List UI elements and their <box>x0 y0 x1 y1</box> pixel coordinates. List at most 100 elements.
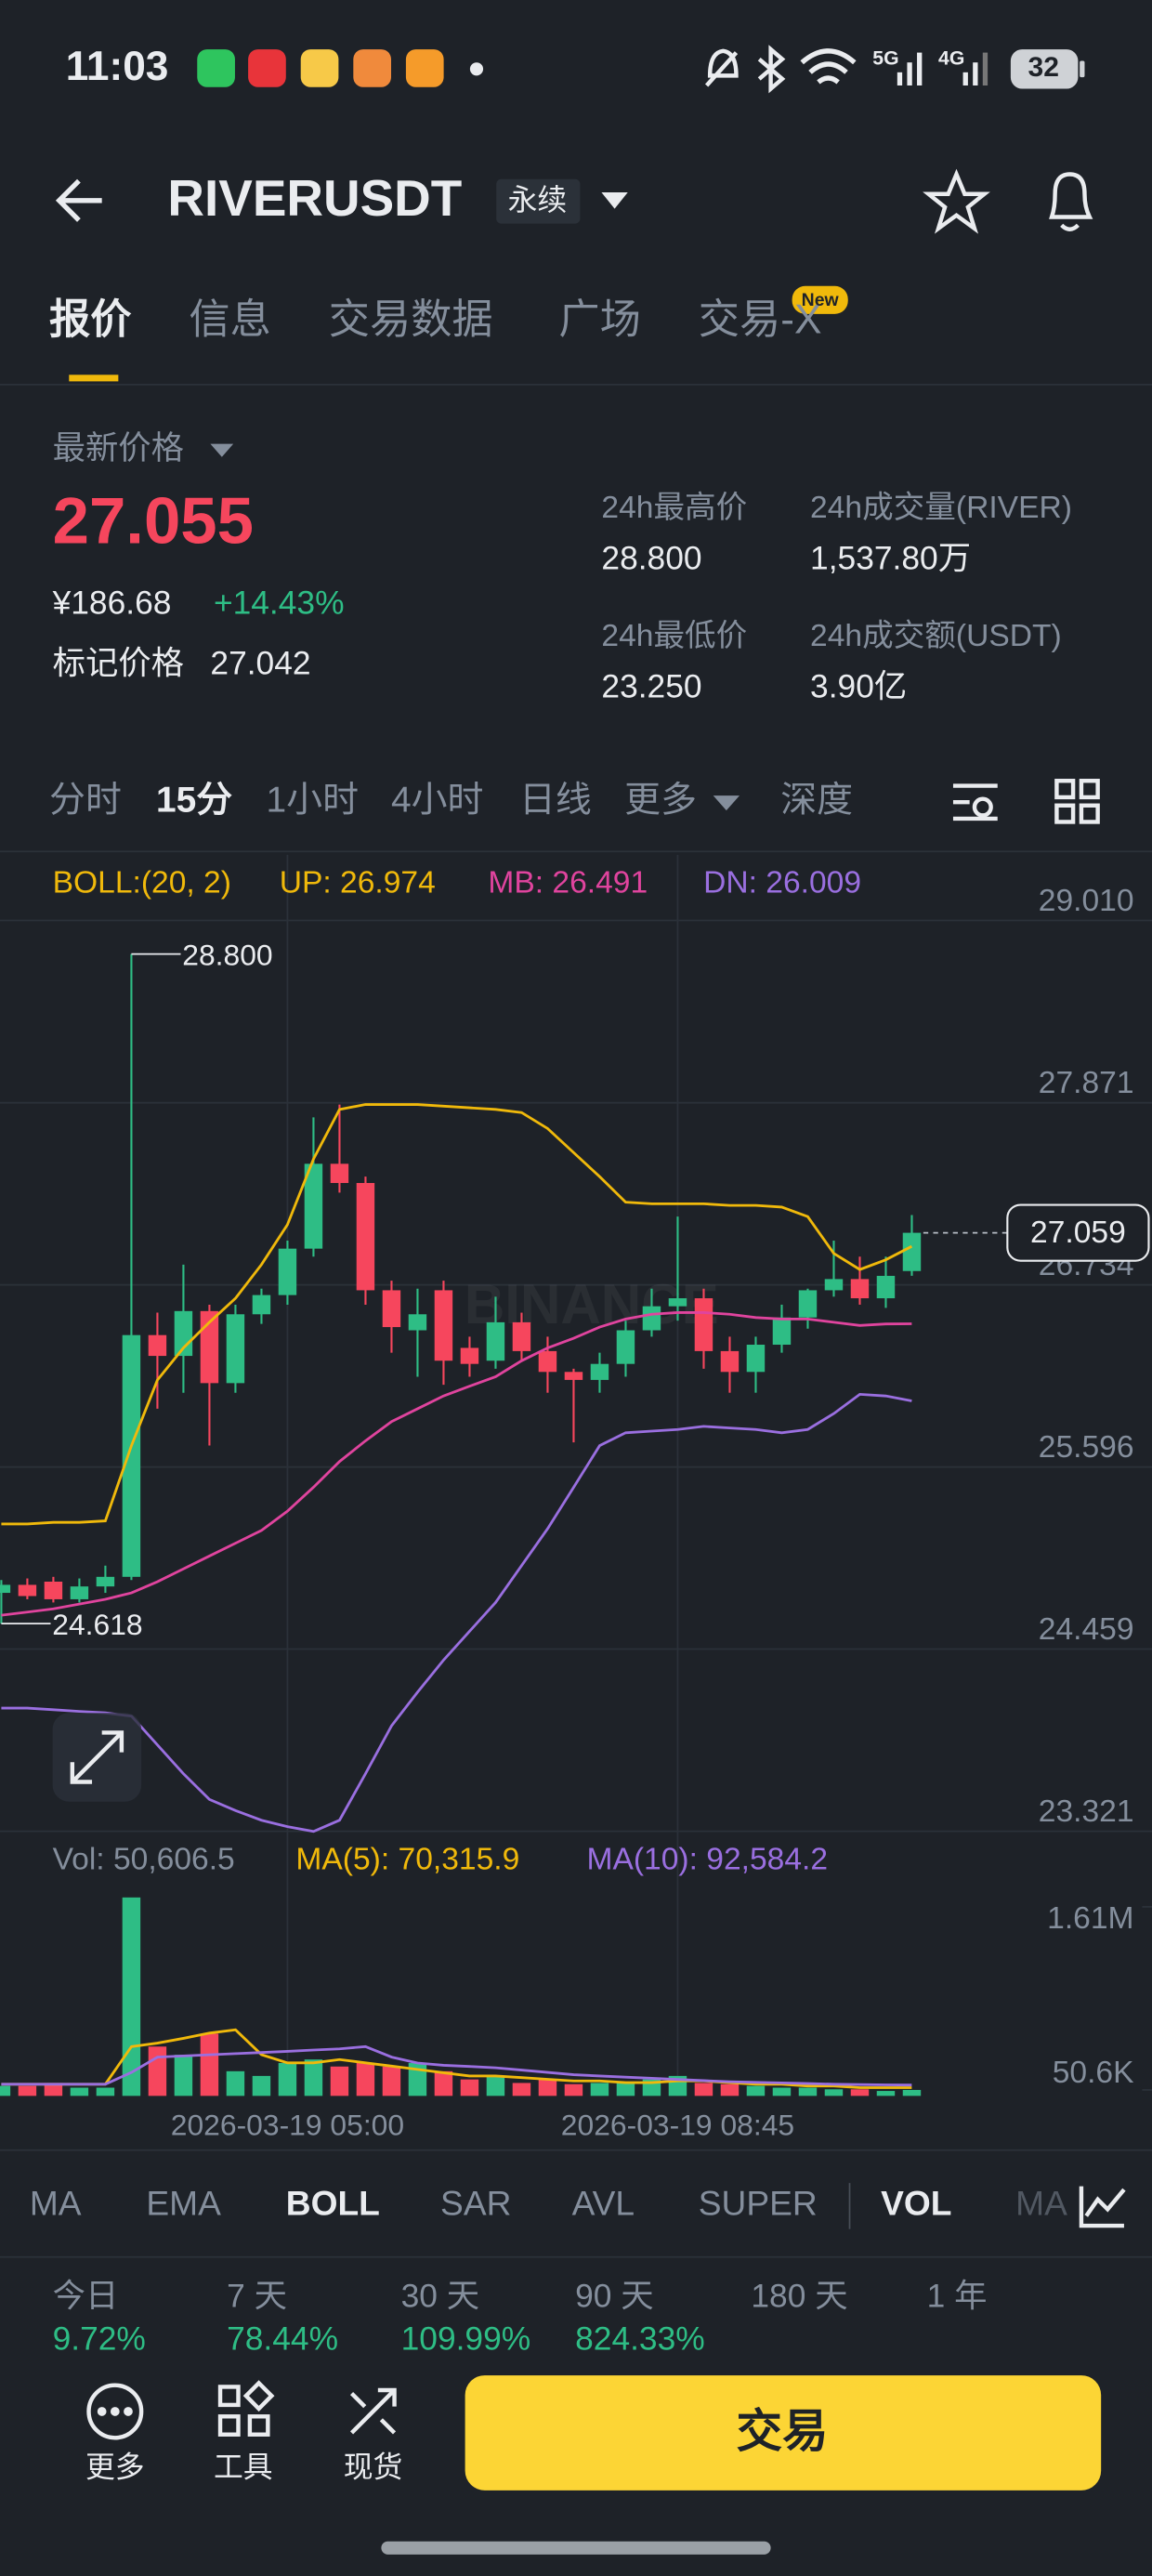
volume-bar <box>460 2079 479 2096</box>
contract-type: 永续 <box>508 183 568 217</box>
contract-badge <box>496 178 581 224</box>
indicator-tab[interactable]: VOL <box>881 2184 951 2223</box>
tab[interactable]: 交易-X <box>699 296 822 342</box>
legend-label: DN: 26.009 <box>703 866 861 900</box>
volume-bar <box>304 2059 323 2096</box>
volume-bar <box>382 2066 401 2096</box>
candle-body <box>538 1350 557 1373</box>
volume-bar <box>174 2055 193 2096</box>
price-dropdown[interactable] <box>210 443 234 457</box>
trade-label[interactable]: 交易 <box>736 2406 828 2457</box>
last-price: 27.055 <box>53 484 254 558</box>
candle-body <box>18 1584 37 1597</box>
volume-bar <box>148 2046 167 2096</box>
last-price-label: 27.059 <box>1030 1216 1126 1250</box>
volume-label: Vol: 50,606.5 <box>53 1842 235 1876</box>
volume-bar <box>876 2091 896 2096</box>
network-label: 5G <box>872 47 898 69</box>
volume-bar <box>226 2070 245 2096</box>
tools-icon[interactable] <box>217 2380 275 2437</box>
tab[interactable]: 报价 <box>49 296 132 342</box>
stat-label: 24h成交额(USDT) <box>810 618 1062 653</box>
volume-bar <box>720 2083 740 2096</box>
interval[interactable]: 深度 <box>780 781 853 821</box>
volume-bar <box>772 2087 792 2096</box>
interval[interactable]: 分时 <box>49 781 122 821</box>
candle-body <box>850 1279 870 1299</box>
indicator-tab[interactable]: SUPER <box>699 2184 818 2223</box>
y-tick-label: 1.61M <box>1047 1901 1133 1936</box>
indicator-tab[interactable]: EMA <box>146 2184 221 2223</box>
boll-line <box>1 1311 912 1617</box>
volume-bar <box>564 2083 583 2096</box>
more-icon[interactable] <box>86 2383 144 2440</box>
favorite-button[interactable] <box>923 168 990 234</box>
candle-body <box>200 1310 219 1384</box>
stat-value: 23.250 <box>601 669 701 705</box>
candle-body <box>44 1581 63 1599</box>
interval[interactable]: 1小时 <box>267 781 359 821</box>
trade-button[interactable] <box>465 2375 1102 2491</box>
volume-bar <box>694 2083 713 2096</box>
indicator-tab[interactable]: AVL <box>572 2184 635 2223</box>
bottom-label[interactable]: 现货 <box>344 2450 403 2483</box>
expand-button[interactable] <box>52 1713 142 1802</box>
candle-body <box>278 1248 297 1295</box>
last-price-tag <box>1006 1203 1150 1262</box>
tab[interactable]: 信息 <box>189 296 270 342</box>
volume-bar <box>512 2083 531 2096</box>
back-button[interactable] <box>55 178 102 222</box>
interval[interactable]: 更多 <box>624 781 697 821</box>
cny-price: ¥186.68 <box>52 585 172 621</box>
candle-body <box>616 1330 635 1364</box>
interval[interactable]: 4小时 <box>391 781 483 821</box>
candle-body <box>798 1290 818 1318</box>
symbol[interactable]: RIVERUSDT <box>167 169 462 227</box>
layout-icon[interactable] <box>1054 779 1100 824</box>
period-return: 109.99% <box>401 2320 531 2357</box>
volume-bar <box>850 2089 870 2096</box>
indicator-tab[interactable]: BOLL <box>286 2184 380 2223</box>
bottom-label[interactable]: 更多 <box>85 2450 145 2483</box>
chart-area: 23.32124.45925.59626.73427.87129.0102026… <box>0 854 1152 2141</box>
period-label: 180 天 <box>751 2278 847 2314</box>
interval[interactable]: 日线 <box>519 781 592 821</box>
period-label: 1 年 <box>927 2278 988 2314</box>
more-dropdown[interactable] <box>713 795 740 811</box>
mark-label: 标记价格 <box>53 646 184 682</box>
tab[interactable]: 交易数据 <box>329 296 493 342</box>
candle-body <box>122 1334 141 1577</box>
home-indicator <box>381 2541 771 2555</box>
candle-body <box>642 1306 661 1331</box>
symbol-dropdown[interactable] <box>601 191 628 209</box>
candle-body <box>434 1290 453 1361</box>
spot-icon[interactable] <box>349 2387 397 2435</box>
y-tick-label: 29.010 <box>1039 884 1134 918</box>
volume-bar <box>0 2085 11 2096</box>
button-texts: 更多 工具 现货 交易 <box>85 2406 829 2483</box>
stat-value: 1,537.80万 <box>810 541 971 577</box>
indicator-settings[interactable] <box>1079 2186 1126 2228</box>
y-tick-label: 24.459 <box>1039 1612 1134 1647</box>
candle-body <box>694 1298 713 1351</box>
tab[interactable]: 广场 <box>558 296 640 342</box>
interval[interactable]: 15分 <box>156 781 232 821</box>
boll-line <box>1 1392 912 1833</box>
volume-bar <box>200 2033 219 2096</box>
candle-body <box>746 1345 766 1373</box>
candle-body <box>70 1586 89 1599</box>
stat-label: 24h最低价 <box>601 619 747 653</box>
period-label: 90 天 <box>575 2278 654 2314</box>
chart-settings-icon[interactable] <box>952 783 998 821</box>
alert-button[interactable] <box>1049 172 1093 231</box>
indicator-tab[interactable]: SAR <box>440 2184 511 2223</box>
legend-label: MA(5): 70,315.9 <box>295 1842 519 1876</box>
candle-body <box>96 1576 115 1587</box>
volume-bar <box>590 2083 609 2096</box>
volume-bar <box>798 2087 818 2096</box>
indicator-tab[interactable]: MA <box>30 2184 82 2223</box>
bottom-label[interactable]: 工具 <box>214 2450 273 2483</box>
period-label: 7 天 <box>227 2278 287 2314</box>
candle-body <box>824 1279 844 1291</box>
indicator-tab[interactable]: MA <box>1015 2184 1067 2223</box>
